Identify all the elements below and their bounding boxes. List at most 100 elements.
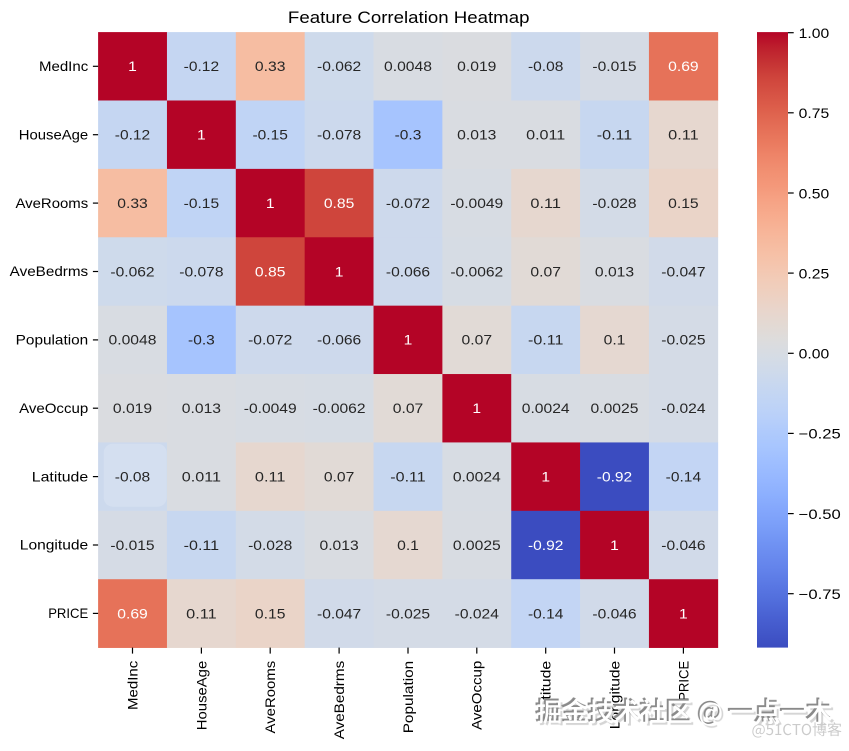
- svg-text:Population: Population: [16, 333, 89, 348]
- svg-text:AveRooms: AveRooms: [16, 196, 89, 211]
- svg-text:-0.15: -0.15: [184, 196, 220, 211]
- svg-text:-0.12: -0.12: [184, 59, 219, 74]
- svg-text:-0.0049: -0.0049: [450, 196, 503, 211]
- svg-text:-0.0049: -0.0049: [244, 401, 297, 416]
- svg-text:0.07: 0.07: [530, 264, 561, 279]
- svg-text:-0.14: -0.14: [528, 606, 564, 621]
- svg-text:-0.3: -0.3: [188, 333, 215, 348]
- svg-text:-0.14: -0.14: [666, 470, 702, 485]
- svg-text:0.0025: 0.0025: [591, 401, 639, 416]
- svg-text:0.85: 0.85: [324, 196, 355, 211]
- svg-text:AveOccup: AveOccup: [19, 401, 89, 416]
- svg-text:-0.015: -0.015: [592, 59, 637, 74]
- svg-text:0.00: 0.00: [799, 347, 830, 362]
- svg-text:0.1: 0.1: [604, 333, 626, 348]
- svg-text:Latitude: Latitude: [32, 469, 88, 484]
- svg-text:0.33: 0.33: [117, 196, 148, 211]
- svg-text:1: 1: [266, 196, 275, 211]
- svg-text:-0.024: -0.024: [661, 401, 706, 416]
- svg-text:0.69: 0.69: [117, 606, 148, 621]
- svg-text:1: 1: [128, 59, 137, 74]
- svg-text:HouseAge: HouseAge: [19, 127, 88, 142]
- svg-text:1: 1: [335, 264, 344, 279]
- svg-text:−0.25: −0.25: [799, 427, 841, 442]
- svg-text:-0.0062: -0.0062: [313, 401, 366, 416]
- svg-text:0.0025: 0.0025: [453, 538, 501, 553]
- svg-text:AveBedrms: AveBedrms: [10, 264, 89, 279]
- svg-text:-0.046: -0.046: [592, 606, 637, 621]
- svg-text:-0.11: -0.11: [597, 128, 632, 143]
- svg-text:-0.066: -0.066: [317, 333, 362, 348]
- svg-text:0.11: 0.11: [255, 470, 286, 485]
- svg-text:-0.066: -0.066: [386, 264, 431, 279]
- svg-text:-0.08: -0.08: [528, 59, 564, 74]
- svg-text:0.013: 0.013: [595, 264, 635, 279]
- svg-text:PRICE: PRICE: [676, 661, 691, 701]
- svg-text:0.07: 0.07: [324, 470, 355, 485]
- svg-text:0.85: 0.85: [255, 264, 286, 279]
- svg-text:0.11: 0.11: [530, 196, 561, 211]
- svg-text:0.33: 0.33: [255, 59, 286, 74]
- svg-text:-0.11: -0.11: [528, 333, 563, 348]
- svg-text:MedInc: MedInc: [39, 59, 88, 74]
- svg-text:Feature Correlation Heatmap: Feature Correlation Heatmap: [288, 9, 530, 27]
- svg-text:-0.3: -0.3: [395, 128, 422, 143]
- svg-text:−0.75: −0.75: [799, 587, 841, 602]
- svg-text:-0.078: -0.078: [179, 264, 224, 279]
- svg-text:0.07: 0.07: [462, 333, 493, 348]
- svg-text:-0.024: -0.024: [455, 606, 500, 621]
- svg-text:AveBedrms: AveBedrms: [332, 661, 347, 740]
- svg-text:-0.025: -0.025: [661, 333, 706, 348]
- svg-text:0.011: 0.011: [182, 470, 221, 485]
- svg-text:0.25: 0.25: [799, 266, 830, 281]
- svg-text:-0.072: -0.072: [386, 196, 430, 211]
- svg-text:-0.15: -0.15: [253, 128, 289, 143]
- svg-text:-0.047: -0.047: [661, 264, 705, 279]
- svg-text:-0.072: -0.072: [248, 333, 292, 348]
- svg-text:0.1: 0.1: [397, 538, 419, 553]
- svg-text:0.0024: 0.0024: [453, 470, 501, 485]
- svg-text:0.11: 0.11: [668, 128, 699, 143]
- svg-text:0.15: 0.15: [668, 196, 699, 211]
- svg-text:0.013: 0.013: [457, 128, 497, 143]
- svg-text:-0.12: -0.12: [115, 128, 150, 143]
- svg-text:-0.015: -0.015: [110, 538, 155, 553]
- svg-text:-0.062: -0.062: [317, 59, 361, 74]
- svg-text:−0.50: −0.50: [799, 507, 841, 522]
- svg-text:-0.025: -0.025: [386, 606, 431, 621]
- svg-text:1.00: 1.00: [799, 26, 830, 41]
- svg-text:-0.0062: -0.0062: [450, 264, 503, 279]
- svg-text:-0.046: -0.046: [661, 538, 706, 553]
- svg-text:0.50: 0.50: [799, 186, 830, 201]
- svg-text:MedInc: MedInc: [125, 661, 140, 710]
- svg-text:Population: Population: [401, 661, 416, 734]
- svg-text:0.69: 0.69: [668, 59, 699, 74]
- svg-text:0.019: 0.019: [113, 401, 152, 416]
- svg-text:-0.047: -0.047: [317, 606, 361, 621]
- svg-text:0.013: 0.013: [320, 538, 360, 553]
- svg-text:1: 1: [197, 128, 206, 143]
- svg-text:1: 1: [679, 606, 688, 621]
- svg-text:0.11: 0.11: [186, 606, 217, 621]
- svg-text:-0.028: -0.028: [592, 196, 637, 211]
- svg-text:0.07: 0.07: [393, 401, 424, 416]
- svg-text:-0.028: -0.028: [248, 538, 293, 553]
- svg-text:0.0048: 0.0048: [109, 333, 157, 348]
- svg-text:-0.92: -0.92: [528, 538, 563, 553]
- svg-text:-0.078: -0.078: [317, 128, 362, 143]
- svg-text:1: 1: [541, 470, 550, 485]
- svg-text:0.013: 0.013: [182, 401, 222, 416]
- svg-text:-0.92: -0.92: [597, 470, 632, 485]
- svg-text:-0.08: -0.08: [115, 470, 151, 485]
- svg-text:PRICE: PRICE: [48, 606, 88, 621]
- svg-text:0.019: 0.019: [457, 59, 496, 74]
- svg-text:1: 1: [610, 538, 619, 553]
- svg-text:Longitude: Longitude: [20, 538, 88, 553]
- svg-text:-0.11: -0.11: [390, 470, 425, 485]
- svg-text:0.75: 0.75: [799, 106, 830, 121]
- svg-text:1: 1: [472, 401, 481, 416]
- svg-text:1: 1: [404, 333, 413, 348]
- svg-text:-0.062: -0.062: [110, 264, 154, 279]
- svg-text:0.15: 0.15: [255, 606, 286, 621]
- svg-text:HouseAge: HouseAge: [194, 661, 209, 730]
